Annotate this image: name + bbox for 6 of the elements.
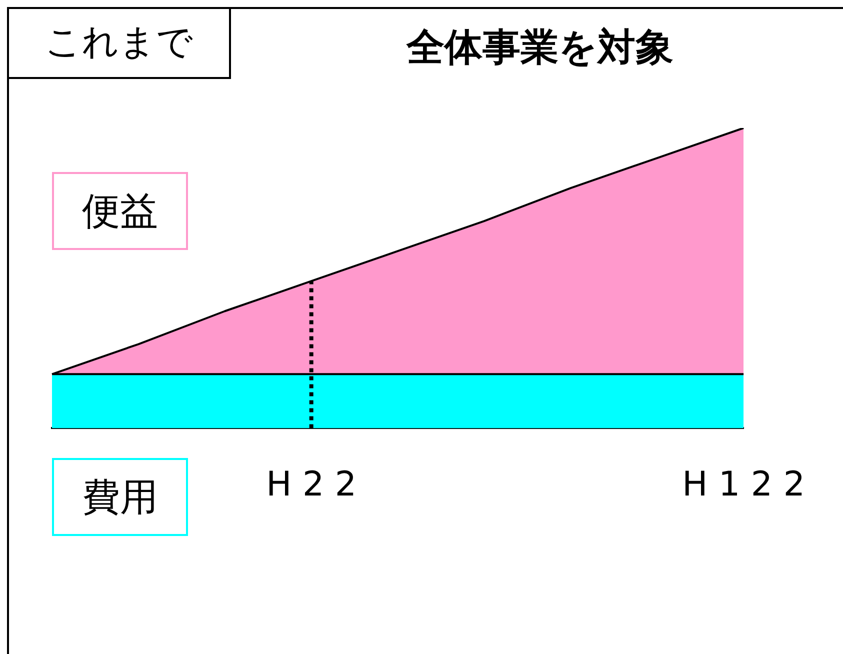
x-tick-label: H 2 2 <box>266 464 357 504</box>
text: 便益 <box>52 172 188 250</box>
x-tick-label: H 1 2 2 <box>682 464 806 504</box>
text: これまで <box>7 7 231 79</box>
chart-title: 全体事業を対象 <box>405 24 674 71</box>
series-label: 費用 <box>52 458 188 536</box>
